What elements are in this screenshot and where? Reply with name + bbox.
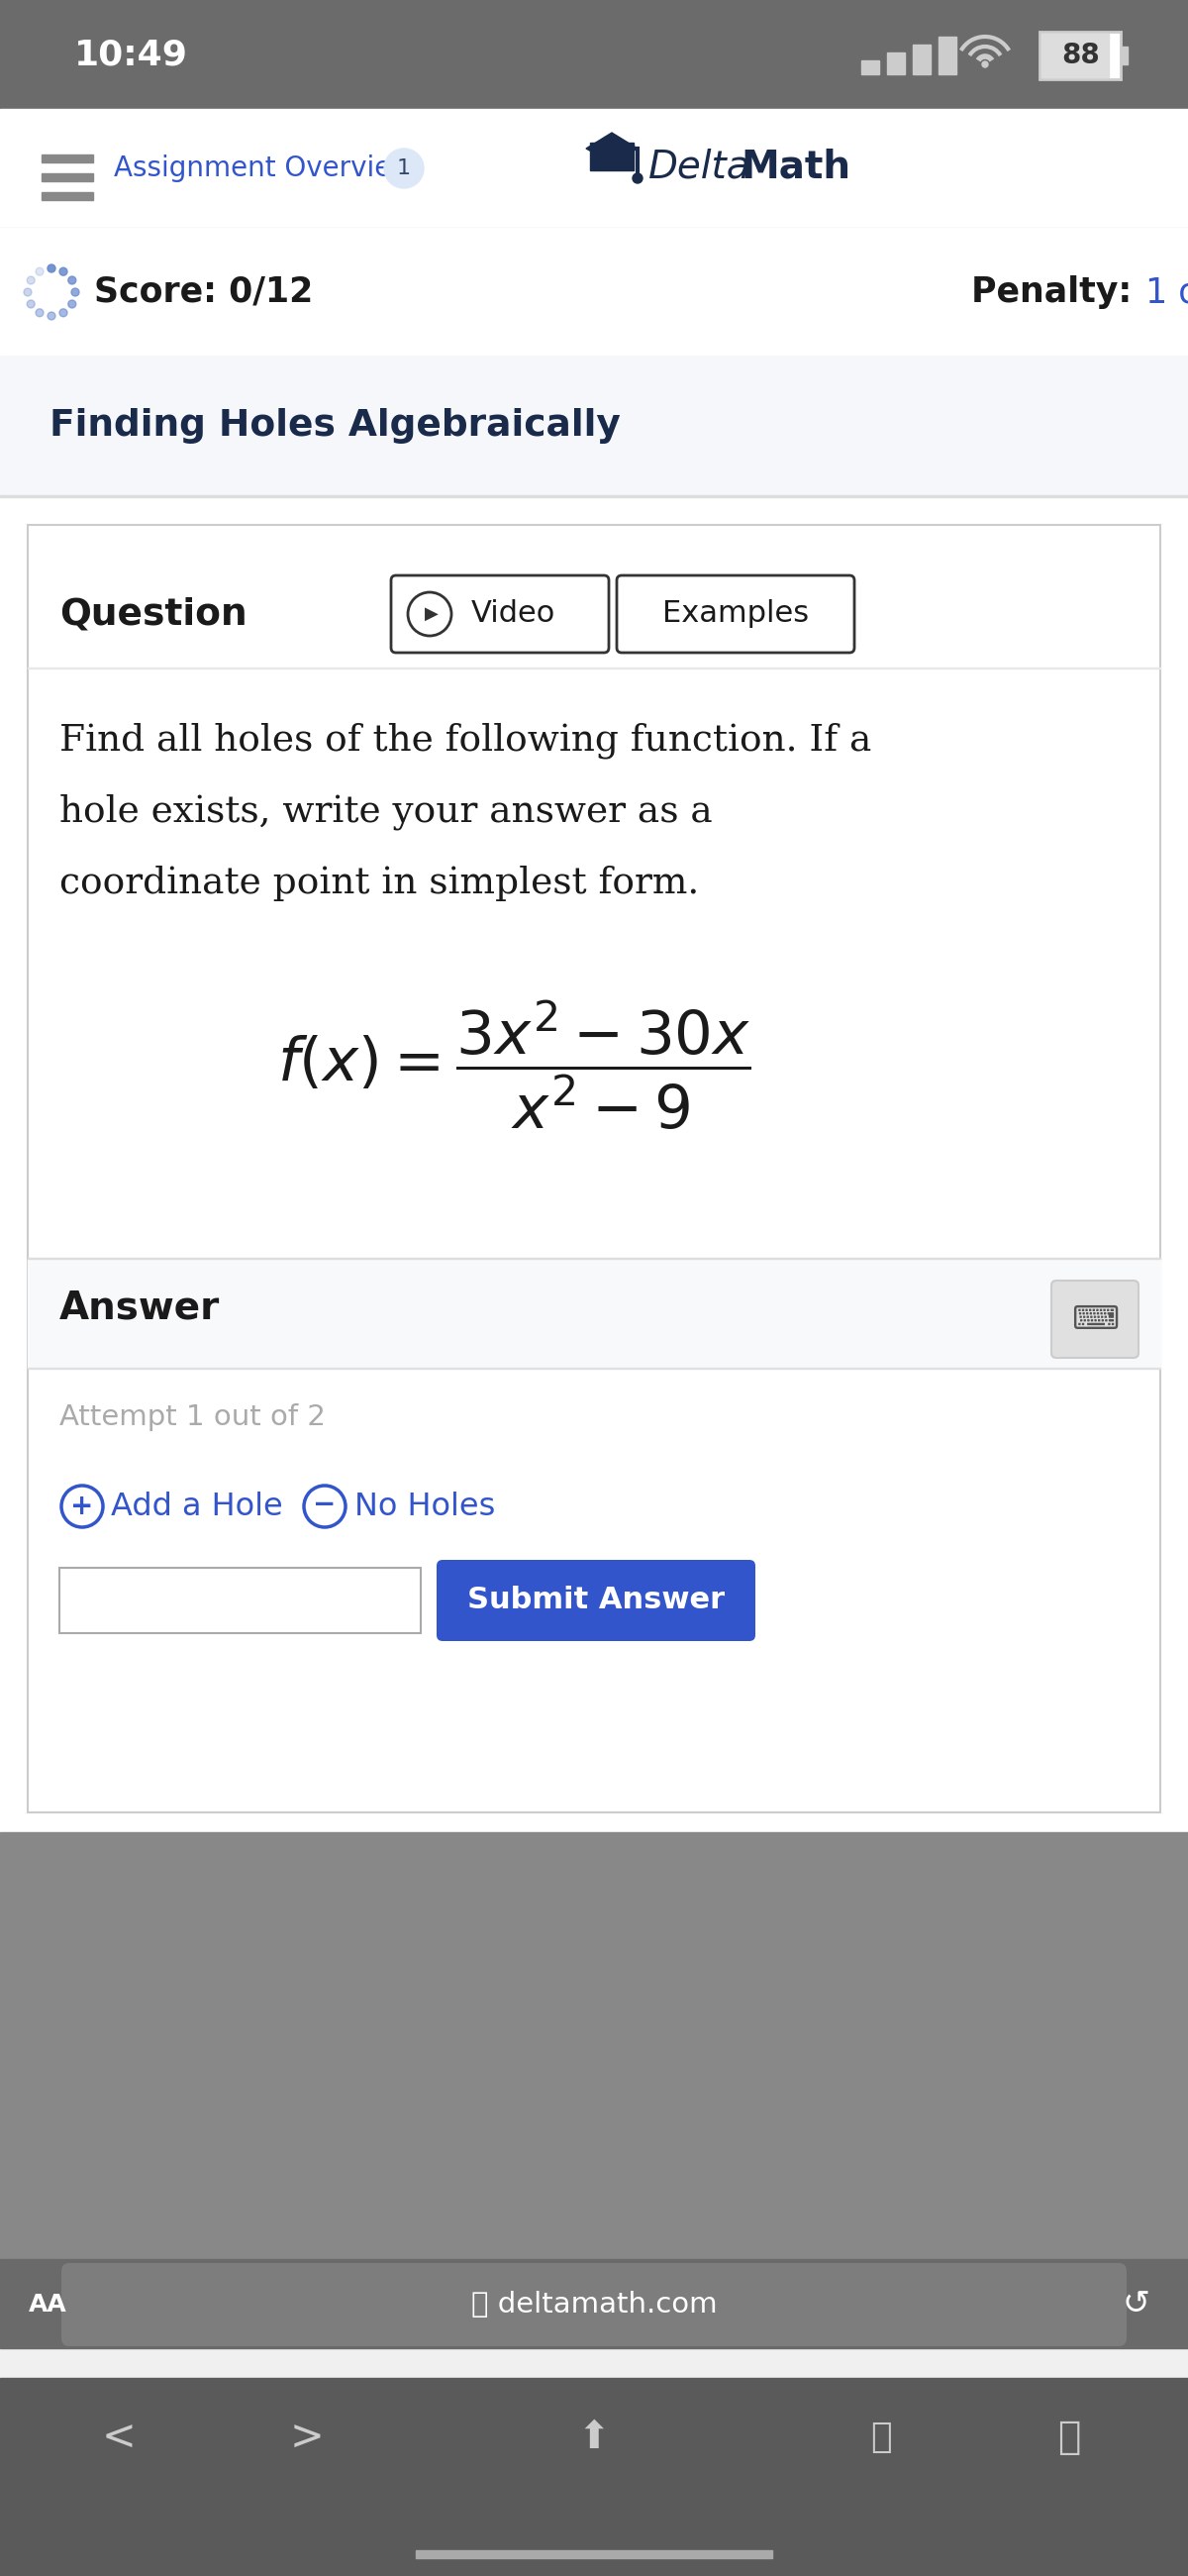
Circle shape <box>59 268 68 276</box>
Circle shape <box>36 268 44 276</box>
FancyBboxPatch shape <box>437 1561 756 1641</box>
Bar <box>416 2550 772 2558</box>
Circle shape <box>304 1486 346 1528</box>
Text: −: − <box>314 1492 336 1517</box>
FancyBboxPatch shape <box>617 574 854 652</box>
Text: Add a Hole: Add a Hole <box>110 1492 283 1522</box>
Text: Delta: Delta <box>649 147 751 185</box>
Text: Question: Question <box>59 595 247 631</box>
FancyBboxPatch shape <box>62 2264 1126 2347</box>
Bar <box>0 1832 1188 2259</box>
Circle shape <box>36 309 44 317</box>
Text: Examples: Examples <box>662 600 809 629</box>
FancyBboxPatch shape <box>391 574 609 652</box>
Bar <box>0 227 1188 355</box>
Bar <box>0 2259 1188 2349</box>
Bar <box>27 1260 1161 1368</box>
Bar <box>887 52 905 75</box>
Circle shape <box>68 276 76 283</box>
Text: 📖: 📖 <box>871 2421 892 2455</box>
Circle shape <box>982 62 988 67</box>
Bar <box>1042 33 1108 77</box>
Text: 1: 1 <box>397 160 411 178</box>
Circle shape <box>59 309 68 317</box>
Bar <box>42 155 93 162</box>
Text: ▶: ▶ <box>425 605 438 623</box>
Bar <box>59 1569 421 1633</box>
Text: AA: AA <box>29 2293 67 2316</box>
Text: Find all holes of the following function. If a: Find all holes of the following function… <box>59 724 872 760</box>
Text: ⌨: ⌨ <box>1072 1303 1119 1334</box>
Bar <box>1040 31 1120 80</box>
Polygon shape <box>586 134 638 162</box>
Circle shape <box>68 299 76 309</box>
Circle shape <box>27 299 34 309</box>
Bar <box>939 36 956 75</box>
Text: <: < <box>101 2416 137 2458</box>
Bar <box>27 526 1161 1814</box>
Text: 10:49: 10:49 <box>74 39 188 72</box>
Bar <box>42 173 93 180</box>
Text: Math: Math <box>740 147 851 185</box>
Circle shape <box>633 173 643 183</box>
Text: Assignment Overview: Assignment Overview <box>114 155 413 183</box>
Text: coordinate point in simplest form.: coordinate point in simplest form. <box>59 866 700 902</box>
Circle shape <box>71 289 80 296</box>
FancyBboxPatch shape <box>590 142 633 170</box>
Text: 1 off: 1 off <box>1145 276 1188 309</box>
Bar <box>861 59 879 75</box>
Text: $f(x) = \dfrac{3x^2 - 30x}{x^2 - 9}$: $f(x) = \dfrac{3x^2 - 30x}{x^2 - 9}$ <box>277 999 751 1133</box>
Text: Finding Holes Algebraically: Finding Holes Algebraically <box>50 407 620 443</box>
Text: ⧉: ⧉ <box>1057 2419 1081 2455</box>
Circle shape <box>384 149 424 188</box>
Text: 🔒 deltamath.com: 🔒 deltamath.com <box>470 2290 718 2318</box>
Text: >: > <box>290 2416 324 2458</box>
Text: +: + <box>70 1492 94 1520</box>
Text: hole exists, write your answer as a: hole exists, write your answer as a <box>59 793 713 829</box>
Text: Video: Video <box>470 600 555 629</box>
Text: 88: 88 <box>1062 41 1100 70</box>
Circle shape <box>407 592 451 636</box>
Text: Score: 0/12: Score: 0/12 <box>94 276 314 309</box>
Bar <box>912 44 930 75</box>
Text: Penalty:: Penalty: <box>971 276 1143 309</box>
Circle shape <box>48 312 56 319</box>
Bar <box>42 193 93 201</box>
Text: No Holes: No Holes <box>354 1492 495 1522</box>
Bar <box>0 0 1188 108</box>
Bar <box>0 355 1188 495</box>
Text: Answer: Answer <box>59 1291 220 1327</box>
FancyBboxPatch shape <box>1051 1280 1138 1358</box>
Circle shape <box>24 289 32 296</box>
Text: ↺: ↺ <box>1123 2287 1150 2321</box>
Bar <box>1120 46 1127 64</box>
Bar <box>0 2378 1188 2576</box>
Bar <box>0 495 1188 1832</box>
Text: Attempt 1 out of 2: Attempt 1 out of 2 <box>59 1404 326 1432</box>
Text: Submit Answer: Submit Answer <box>467 1587 725 1615</box>
Circle shape <box>62 1486 103 1528</box>
Circle shape <box>48 265 56 273</box>
Bar <box>0 108 1188 227</box>
Text: ⬆: ⬆ <box>577 2419 611 2455</box>
Circle shape <box>27 276 34 283</box>
